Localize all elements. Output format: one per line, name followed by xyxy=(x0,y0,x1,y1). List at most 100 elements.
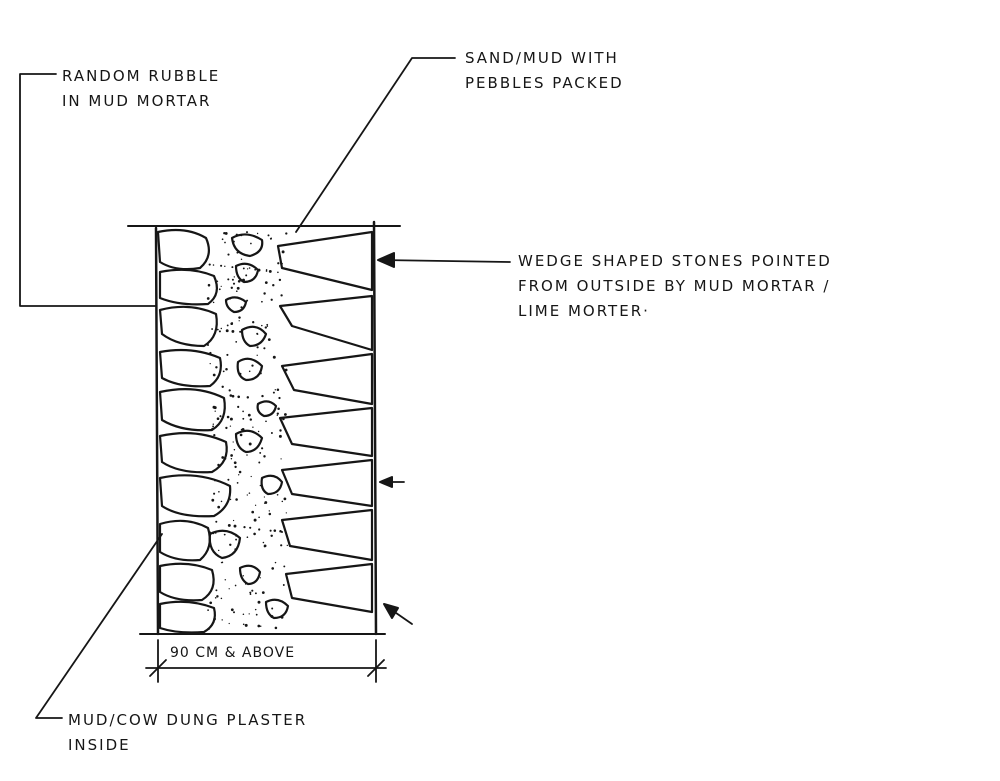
leader-plaster xyxy=(35,533,163,719)
mortar-dot xyxy=(207,609,209,611)
label-sand-mud-line2: PEBBLES PACKED xyxy=(465,74,624,92)
mortar-dot xyxy=(248,613,250,615)
mortar-dot xyxy=(232,519,235,522)
mortar-dot xyxy=(209,601,213,605)
mortar-dot xyxy=(246,494,248,496)
mortar-dot xyxy=(237,395,241,399)
mortar-dot xyxy=(215,589,218,592)
mortar-dot xyxy=(280,294,283,297)
mortar-dot xyxy=(268,512,272,516)
mortar-dot xyxy=(216,328,219,331)
mortar-dot xyxy=(238,474,240,476)
mortar-dot xyxy=(246,268,249,270)
mortar-dot xyxy=(242,417,245,420)
mortar-dot xyxy=(238,316,241,319)
mortar-dot xyxy=(252,426,254,428)
mortar-dot xyxy=(250,242,252,245)
mortar-dot xyxy=(232,282,236,285)
mortar-dot xyxy=(221,238,224,241)
mortar-dot xyxy=(259,625,262,627)
mortar-dot xyxy=(209,362,211,365)
label-random-rubble-line2: IN MUD MORTAR xyxy=(62,92,212,110)
mortar-dot xyxy=(243,526,246,529)
mortar-dot xyxy=(251,364,254,367)
rubble-stones xyxy=(156,228,290,634)
mortar-dot xyxy=(249,593,252,596)
mortar-dot xyxy=(230,286,233,289)
mortar-dot xyxy=(212,423,215,425)
mortar-dot xyxy=(254,504,257,506)
mortar-dot xyxy=(257,624,261,628)
mortar-dot xyxy=(261,591,265,594)
mortar-dot xyxy=(242,267,245,270)
mortar-dot xyxy=(273,529,277,532)
arrow-lower-head xyxy=(383,603,399,619)
mortar-dot xyxy=(218,330,221,333)
mortar-dot xyxy=(238,470,242,474)
mortar-dot xyxy=(213,433,216,437)
mortar-dot xyxy=(283,565,286,568)
mortar-dot xyxy=(227,253,230,256)
mortar-dot xyxy=(222,370,225,373)
mortar-core xyxy=(206,231,288,631)
mortar-dot xyxy=(227,278,230,281)
mortar-dot xyxy=(245,274,248,277)
mortar-dot xyxy=(263,496,266,498)
mortar-dot xyxy=(230,454,233,457)
mortar-dot xyxy=(235,538,238,541)
mortar-dot xyxy=(261,447,264,450)
mortar-dot xyxy=(215,366,218,369)
mortar-dot xyxy=(254,608,257,611)
mortar-dot xyxy=(231,322,234,325)
mortar-dot xyxy=(250,475,252,478)
mortar-dot xyxy=(229,425,232,427)
mortar-dot xyxy=(276,412,279,415)
mortar-dot xyxy=(245,231,249,234)
mortar-dot xyxy=(229,498,232,501)
mortar-dot xyxy=(277,271,279,274)
mortar-dot xyxy=(251,510,255,514)
mortar-dot xyxy=(234,584,237,587)
label-random-rubble-line1: RANDOM RUBBLE xyxy=(62,67,221,85)
mortar-dot xyxy=(242,575,244,577)
mortar-dot xyxy=(246,396,250,399)
mortar-dot xyxy=(218,491,220,493)
mortar-dot xyxy=(216,595,219,598)
mortar-dot xyxy=(266,325,269,327)
mortar-dot xyxy=(264,281,268,284)
mortar-dot xyxy=(217,549,220,552)
dimension-slash-right xyxy=(367,659,385,677)
mortar-dot xyxy=(221,385,224,388)
mortar-dot xyxy=(240,306,243,309)
mortar-dot xyxy=(271,567,275,570)
mortar-dot xyxy=(212,405,216,409)
mortar-dot xyxy=(214,597,217,599)
mortar-dot xyxy=(266,323,269,326)
mortar-dot xyxy=(232,441,234,443)
mortar-dot xyxy=(257,600,261,604)
leader-sand xyxy=(295,57,456,233)
mortar-dot xyxy=(220,327,223,330)
mortar-dot xyxy=(276,388,280,392)
mortar-dot xyxy=(253,518,257,522)
mortar-dot xyxy=(240,428,243,431)
mortar-dot xyxy=(212,301,215,304)
mortar-dot xyxy=(220,264,223,267)
mortar-dot xyxy=(215,520,218,523)
mortar-dot xyxy=(229,417,233,421)
mortar-dot xyxy=(274,389,276,391)
mortar-dot xyxy=(249,591,252,594)
mortar-dot xyxy=(229,543,232,546)
mortar-dot xyxy=(236,286,240,290)
mortar-dot xyxy=(216,417,220,421)
mortar-dot xyxy=(221,456,225,459)
mortar-dot xyxy=(235,290,238,293)
mortar-dot xyxy=(283,497,287,501)
mortar-dot xyxy=(265,270,268,272)
mortar-dot xyxy=(228,588,230,590)
mortar-dot xyxy=(242,623,245,626)
mortar-dot xyxy=(230,457,233,460)
label-random-rubble: RANDOM RUBBLE IN MUD MORTAR xyxy=(62,64,220,114)
mortar-dot xyxy=(284,413,287,416)
mortar-dot xyxy=(262,541,265,544)
